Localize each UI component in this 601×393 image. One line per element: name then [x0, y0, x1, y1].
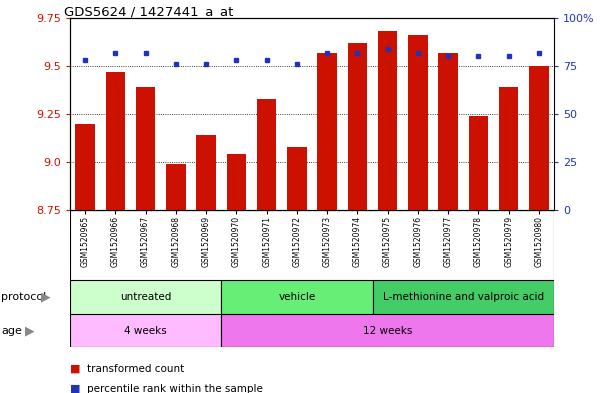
Text: GSM1520970: GSM1520970 — [232, 216, 241, 267]
Bar — [499, 87, 519, 210]
Text: GSM1520975: GSM1520975 — [383, 216, 392, 267]
Text: GDS5624 / 1427441_a_at: GDS5624 / 1427441_a_at — [64, 5, 233, 18]
Bar — [373, 280, 554, 314]
Text: GSM1520969: GSM1520969 — [201, 216, 210, 267]
Bar — [197, 135, 216, 210]
Bar — [136, 87, 156, 210]
Bar — [287, 147, 307, 210]
Bar — [529, 66, 549, 210]
Text: GSM1520978: GSM1520978 — [474, 216, 483, 266]
Bar — [106, 72, 125, 210]
Bar — [166, 164, 186, 210]
Text: ■: ■ — [70, 384, 81, 393]
Text: age: age — [1, 325, 22, 336]
Bar — [469, 116, 488, 210]
Text: GSM1520965: GSM1520965 — [81, 216, 90, 267]
Text: GSM1520974: GSM1520974 — [353, 216, 362, 267]
Text: GSM1520979: GSM1520979 — [504, 216, 513, 267]
Text: vehicle: vehicle — [278, 292, 316, 302]
Text: 12 weeks: 12 weeks — [363, 325, 412, 336]
Bar — [70, 280, 221, 314]
Bar — [438, 53, 458, 210]
Text: GSM1520976: GSM1520976 — [413, 216, 423, 267]
Bar — [70, 314, 221, 347]
Text: L-methionine and valproic acid: L-methionine and valproic acid — [383, 292, 544, 302]
Text: GSM1520973: GSM1520973 — [323, 216, 332, 267]
Bar — [257, 99, 276, 210]
Text: ■: ■ — [70, 364, 81, 374]
Text: percentile rank within the sample: percentile rank within the sample — [87, 384, 263, 393]
Text: GSM1520966: GSM1520966 — [111, 216, 120, 267]
Text: GSM1520968: GSM1520968 — [171, 216, 180, 266]
Bar — [378, 31, 397, 210]
Bar — [221, 280, 373, 314]
Bar — [408, 35, 428, 210]
Text: transformed count: transformed count — [87, 364, 184, 374]
Bar — [317, 53, 337, 210]
Text: GSM1520980: GSM1520980 — [534, 216, 543, 266]
Text: protocol: protocol — [1, 292, 46, 302]
Bar — [347, 43, 367, 210]
Text: GSM1520977: GSM1520977 — [444, 216, 453, 267]
Bar — [75, 124, 95, 210]
Text: GSM1520972: GSM1520972 — [292, 216, 301, 266]
Text: untreated: untreated — [120, 292, 171, 302]
Text: GSM1520971: GSM1520971 — [262, 216, 271, 266]
Bar — [221, 314, 554, 347]
Bar — [227, 154, 246, 210]
Text: 4 weeks: 4 weeks — [124, 325, 167, 336]
Text: GSM1520967: GSM1520967 — [141, 216, 150, 267]
Text: ▶: ▶ — [41, 290, 50, 303]
Text: ▶: ▶ — [25, 324, 35, 337]
